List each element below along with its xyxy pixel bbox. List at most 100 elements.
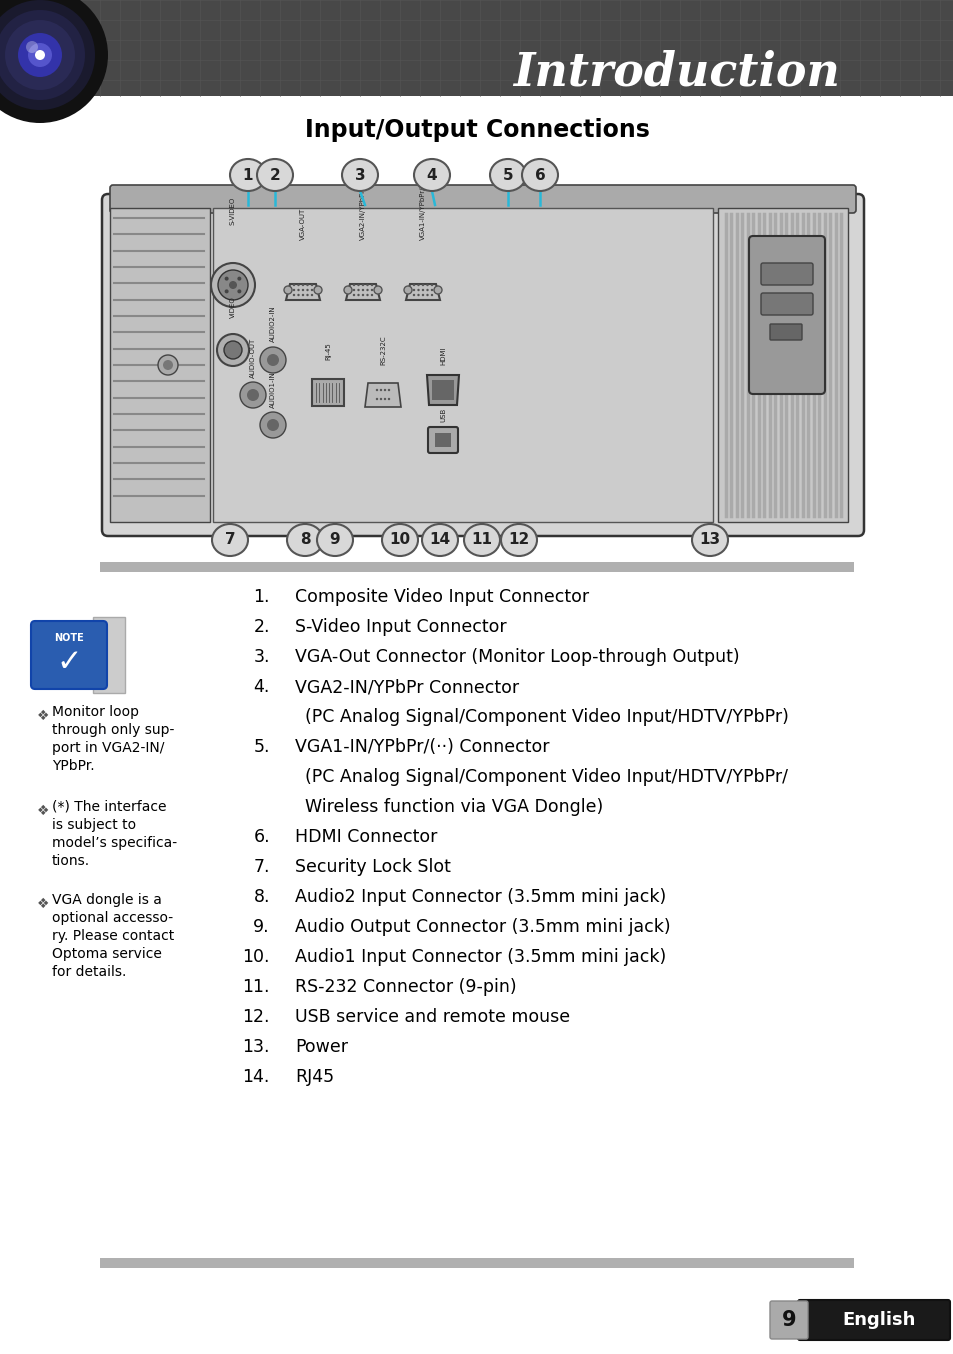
Circle shape: [35, 50, 45, 60]
Text: Wireless function via VGA Dongle): Wireless function via VGA Dongle): [305, 798, 602, 816]
Polygon shape: [346, 284, 379, 301]
Circle shape: [311, 284, 313, 286]
Ellipse shape: [691, 524, 727, 556]
Circle shape: [284, 286, 292, 294]
Text: 12.: 12.: [242, 1007, 270, 1026]
Text: ❖: ❖: [37, 709, 50, 723]
Text: English: English: [841, 1311, 915, 1330]
Ellipse shape: [500, 524, 537, 556]
Text: HDMI Connector: HDMI Connector: [294, 829, 436, 846]
Circle shape: [163, 360, 172, 370]
Text: S-Video Input Connector: S-Video Input Connector: [294, 617, 506, 636]
Text: 6: 6: [534, 168, 545, 183]
Circle shape: [357, 294, 359, 297]
Circle shape: [353, 284, 355, 286]
Text: ry. Please contact: ry. Please contact: [52, 929, 174, 942]
Circle shape: [237, 276, 241, 280]
Circle shape: [224, 290, 229, 294]
Circle shape: [344, 286, 352, 294]
Text: 7: 7: [225, 532, 235, 547]
Text: optional accesso-: optional accesso-: [52, 911, 172, 925]
FancyBboxPatch shape: [718, 209, 847, 523]
Text: 3: 3: [355, 168, 365, 183]
Circle shape: [216, 334, 249, 366]
Circle shape: [267, 418, 278, 431]
Circle shape: [375, 398, 377, 401]
Text: NOTE: NOTE: [54, 634, 84, 643]
Circle shape: [387, 398, 390, 401]
Text: 9: 9: [330, 532, 340, 547]
Circle shape: [293, 284, 294, 286]
Circle shape: [260, 347, 286, 372]
Circle shape: [413, 284, 415, 286]
Circle shape: [416, 284, 419, 286]
Polygon shape: [365, 383, 400, 408]
FancyBboxPatch shape: [797, 1300, 949, 1340]
Ellipse shape: [287, 524, 323, 556]
Circle shape: [311, 288, 313, 291]
Text: Introduction: Introduction: [513, 49, 840, 95]
Text: 5.: 5.: [253, 738, 270, 756]
Text: ❖: ❖: [37, 804, 50, 818]
Circle shape: [366, 294, 368, 297]
Circle shape: [158, 355, 178, 375]
Text: 10: 10: [389, 532, 410, 547]
FancyBboxPatch shape: [428, 427, 457, 454]
FancyBboxPatch shape: [312, 379, 344, 406]
Circle shape: [379, 398, 382, 401]
Circle shape: [353, 288, 355, 291]
Text: VGA2-IN/YPbPr Connector: VGA2-IN/YPbPr Connector: [294, 678, 518, 696]
Text: ✓: ✓: [56, 649, 82, 677]
Circle shape: [306, 294, 309, 297]
Polygon shape: [406, 284, 439, 301]
Circle shape: [301, 288, 304, 291]
Text: 8: 8: [299, 532, 310, 547]
FancyBboxPatch shape: [102, 194, 863, 536]
Text: YPbPr.: YPbPr.: [52, 760, 94, 773]
Circle shape: [426, 288, 428, 291]
Text: 13: 13: [699, 532, 720, 547]
Circle shape: [0, 9, 85, 100]
Circle shape: [260, 412, 286, 437]
Text: Security Lock Slot: Security Lock Slot: [294, 858, 451, 876]
Text: 4: 4: [426, 168, 436, 183]
FancyBboxPatch shape: [100, 1258, 853, 1267]
Text: RS-232C: RS-232C: [379, 336, 386, 366]
Circle shape: [431, 284, 433, 286]
Circle shape: [403, 286, 412, 294]
Polygon shape: [286, 284, 319, 301]
Ellipse shape: [230, 158, 266, 191]
Text: 9.: 9.: [253, 918, 270, 936]
Text: 8.: 8.: [253, 888, 270, 906]
Circle shape: [431, 294, 433, 297]
Polygon shape: [427, 375, 458, 405]
Ellipse shape: [341, 158, 377, 191]
Circle shape: [383, 398, 386, 401]
Text: VGA-Out Connector (Monitor Loop-through Output): VGA-Out Connector (Monitor Loop-through …: [294, 649, 739, 666]
Circle shape: [371, 288, 373, 291]
Circle shape: [387, 389, 390, 391]
Text: model’s specifica-: model’s specifica-: [52, 835, 177, 850]
Text: 7.: 7.: [253, 858, 270, 876]
Circle shape: [297, 284, 299, 286]
Circle shape: [306, 284, 309, 286]
Circle shape: [371, 284, 373, 286]
Circle shape: [5, 20, 75, 89]
Text: tions.: tions.: [52, 854, 90, 868]
Circle shape: [267, 353, 278, 366]
Text: 2.: 2.: [253, 617, 270, 636]
Text: 3.: 3.: [253, 649, 270, 666]
FancyBboxPatch shape: [110, 185, 855, 213]
Text: Monitor loop: Monitor loop: [52, 705, 139, 719]
FancyBboxPatch shape: [30, 621, 107, 689]
Text: 1: 1: [242, 168, 253, 183]
FancyBboxPatch shape: [100, 562, 853, 571]
Circle shape: [421, 288, 424, 291]
FancyBboxPatch shape: [435, 433, 451, 447]
Circle shape: [211, 263, 254, 307]
Circle shape: [28, 43, 52, 66]
Text: VGA dongle is a: VGA dongle is a: [52, 894, 162, 907]
FancyBboxPatch shape: [0, 0, 953, 96]
Text: 11.: 11.: [242, 978, 270, 997]
Circle shape: [0, 0, 108, 123]
